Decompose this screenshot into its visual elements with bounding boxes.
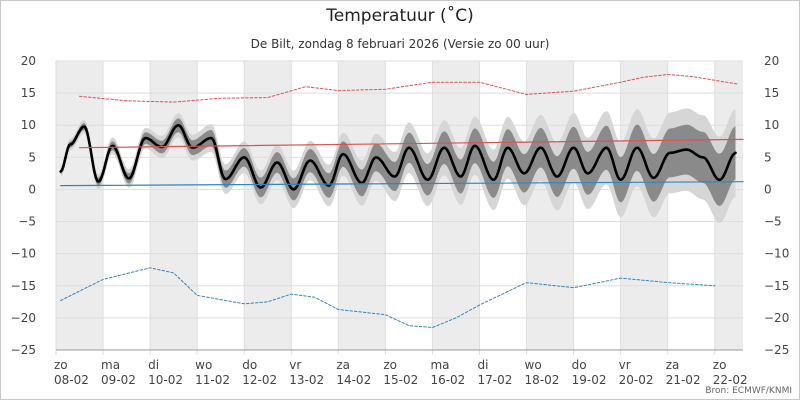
x-tick-date: 14-02 (336, 373, 371, 387)
x-tick-date: 21-02 (666, 373, 701, 387)
x-tick-date: 16-02 (430, 373, 465, 387)
series-line (79, 74, 739, 103)
weekend-shade (526, 61, 574, 350)
y-tick-label-right: 15 (764, 86, 779, 100)
x-tick-day: za (666, 358, 680, 372)
series-lines (59, 74, 744, 328)
x-tick-day: ma (101, 358, 120, 372)
y-tick-label-right: −25 (764, 343, 789, 357)
x-tick-date: 08-02 (54, 373, 89, 387)
x-tick-day: zo (713, 358, 727, 372)
chart-title: Temperatuur (˚C) (326, 6, 474, 26)
y-tick-label-right: 0 (764, 182, 772, 196)
weekend-shade (150, 61, 198, 350)
weekend-shade (56, 61, 104, 350)
y-tick-label-right: −20 (764, 311, 789, 325)
ensemble-bands (60, 108, 736, 223)
ensemble-band (60, 118, 736, 206)
x-tick-day: wo (195, 358, 212, 372)
series-line (78, 138, 744, 149)
x-tick-day: vr (289, 358, 301, 372)
x-tick-day: di (477, 358, 488, 372)
y-tick-label-right: −10 (764, 247, 789, 261)
y-tick-label-left: 15 (21, 86, 36, 100)
x-tick-day: do (242, 358, 257, 372)
y-tick-label-right: −15 (764, 279, 789, 293)
y-tick-label-right: 20 (764, 54, 779, 68)
x-tick-date: 11-02 (195, 373, 230, 387)
x-tick-day: wo (525, 358, 542, 372)
x-tick-day: di (148, 358, 159, 372)
x-tick-date: 12-02 (242, 373, 277, 387)
series-line (60, 267, 716, 328)
x-tick-date: 09-02 (101, 373, 136, 387)
x-tick-date: 10-02 (148, 373, 183, 387)
chart-subtitle: De Bilt, zondag 8 februari 2026 (Versie … (250, 37, 550, 51)
y-tick-label-left: 20 (21, 54, 36, 68)
y-tick-label-left: −20 (11, 311, 36, 325)
y-tick-label-left: 0 (28, 182, 36, 196)
x-tick-date: 17-02 (477, 373, 512, 387)
weekend-shade (244, 61, 292, 350)
x-tick-day: zo (383, 358, 397, 372)
y-tick-label-left: −5 (18, 215, 36, 229)
y-tick-label-right: −5 (764, 215, 782, 229)
y-tick-label-left: −25 (11, 343, 36, 357)
x-tick-day: ma (430, 358, 449, 372)
weekend-shading (56, 61, 743, 350)
weekend-shade (432, 61, 480, 350)
x-tick-date: 18-02 (525, 373, 560, 387)
x-tick-date: 19-02 (572, 373, 607, 387)
axes: 20 20 15 15 10 10 5 5 0 0 −5 −5 −10 −10 −15 −15 −20 −20 −2… (11, 54, 790, 387)
y-tick-label-left: 10 (21, 118, 36, 132)
y-tick-label-right: 5 (764, 150, 772, 164)
series-line (60, 181, 744, 187)
x-tick-date: 20-02 (619, 373, 654, 387)
x-tick-day: do (572, 358, 587, 372)
x-tick-day: zo (54, 358, 68, 372)
y-tick-label-left: −10 (11, 247, 36, 261)
y-tick-label-left: 5 (28, 150, 36, 164)
series-line (59, 124, 737, 191)
x-tick-day: vr (619, 358, 631, 372)
x-tick-date: 13-02 (289, 373, 324, 387)
x-tick-date: 22-02 (713, 373, 748, 387)
x-tick-day: za (336, 358, 350, 372)
x-tick-date: 15-02 (383, 373, 418, 387)
source-credit: Bron: ECMWF/KNMI (705, 386, 792, 396)
y-tick-label-right: 10 (764, 118, 779, 132)
y-tick-label-left: −15 (11, 279, 36, 293)
